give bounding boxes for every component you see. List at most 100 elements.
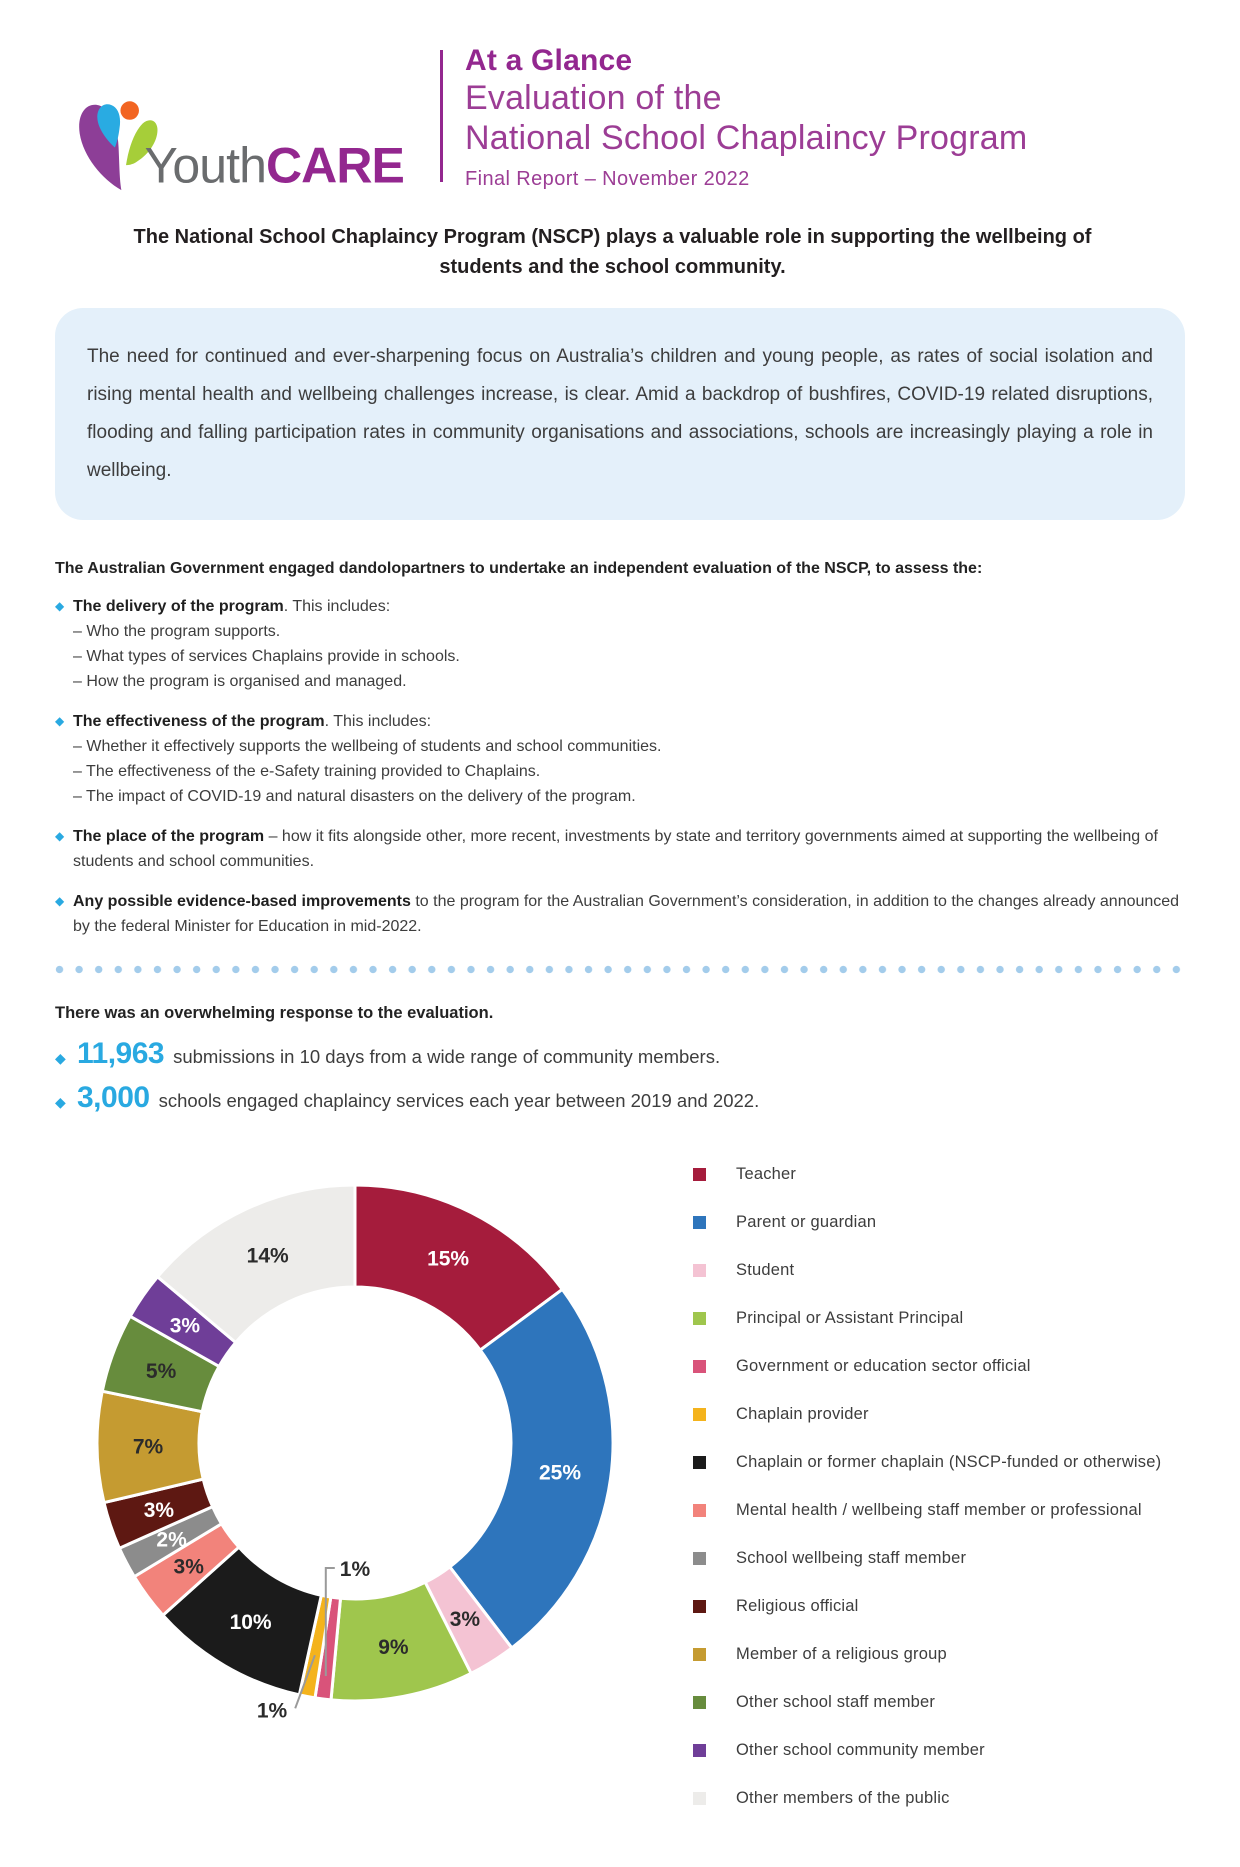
legend-swatch <box>693 1456 706 1469</box>
slice-percent-label: 25% <box>539 1461 581 1484</box>
slice-percent-label: 3% <box>144 1499 175 1522</box>
stat-value: 11,963 <box>77 1037 165 1070</box>
logo-petal-green <box>126 120 158 166</box>
stats-list: ◆ 11,963 submissions in 10 days from a wid… <box>40 1037 1185 1115</box>
bullet-item: ◆ The place of the program – how it fits … <box>55 824 1185 874</box>
legend-item: Other members of the public <box>693 1789 1161 1808</box>
legend-label: Other members of the public <box>736 1789 950 1807</box>
legend-label: Parent or guardian <box>736 1213 877 1231</box>
legend-swatch <box>693 1408 706 1421</box>
bullet-text: The place of the program – how it fits a… <box>73 828 1158 870</box>
legend-label: Student <box>736 1261 795 1279</box>
donut-slice <box>155 1183 357 1345</box>
legend-item: Other school staff member <box>693 1693 1161 1712</box>
bullet-text: Any possible evidence-based improvements… <box>73 893 1180 935</box>
callout-line <box>294 1654 316 1709</box>
legend-label: Other school community member <box>736 1741 985 1759</box>
donut-chart: 15% 25% 3% 9% 10% 3% 2% 3% 7% 5% 3% 14% 1% 1% <box>95 1183 615 1722</box>
legend-item: Other school community member <box>693 1741 1161 1760</box>
slice-percent-label: 7% <box>133 1436 164 1459</box>
legend-label: Teacher <box>736 1165 797 1183</box>
donut-wrap: 15% 25% 3% 9% 10% 3% 2% 3% 7% 5% 3% 14% 1% 1% <box>45 1143 665 1837</box>
legend-swatch <box>693 1312 706 1325</box>
legend-swatch <box>693 1504 706 1517</box>
stat-row: ◆ 3,000 schools engaged chaplaincy service… <box>55 1081 1185 1115</box>
youthcare-logo-mark <box>79 101 158 191</box>
slice-percent-label: 10% <box>230 1611 272 1634</box>
slice-percent-label: 3% <box>174 1556 205 1579</box>
legend-swatch <box>693 1360 706 1373</box>
logo-dot-orange <box>120 101 139 120</box>
slice-percent-label: 1% <box>257 1699 288 1722</box>
sub-bullet: – What types of services Chaplains provi… <box>73 648 460 665</box>
legend-item: Mental health / wellbeing staff member o… <box>693 1501 1161 1520</box>
slice-percent-label: 1% <box>340 1558 371 1581</box>
diamond-bullet-icon: ◆ <box>55 599 65 613</box>
legend-label: School wellbeing staff member <box>736 1549 967 1567</box>
callout-line <box>324 1567 335 1676</box>
slice-percent-label: 5% <box>146 1360 177 1383</box>
sub-bullet: – The effectiveness of the e-Safety trai… <box>73 763 541 780</box>
slice-percent-label: 9% <box>378 1636 409 1659</box>
title-line-2: National School Chaplaincy Program <box>465 119 1028 157</box>
legend-label: Chaplain provider <box>736 1405 869 1423</box>
title-block: At a Glance Evaluation of the National S… <box>465 42 1027 191</box>
assessment-bullet-list: ◆ The delivery of the program. This inclu… <box>55 594 1185 939</box>
legend-swatch <box>693 1696 706 1709</box>
legend-label: Other school staff member <box>736 1693 936 1711</box>
stat-text: schools engaged chaplaincy services each… <box>158 1090 760 1111</box>
legend-swatch <box>693 1216 706 1229</box>
assessment-heading: The Australian Government engaged dandol… <box>55 560 983 577</box>
legend-label: Government or education sector official <box>736 1357 1031 1375</box>
logo-petal-blue <box>97 104 121 148</box>
bullet-item: ◆ The delivery of the program. This inclu… <box>55 594 1185 694</box>
legend-item: Chaplain or former chaplain (NSCP-funded… <box>693 1453 1161 1472</box>
legend-label: Chaplain or former chaplain (NSCP-funded… <box>736 1453 1162 1471</box>
legend-label: Religious official <box>736 1597 859 1615</box>
chart-legend: Teacher Parent or guardian Student Principa… <box>693 1143 1161 1837</box>
report-subtitle: Final Report – November 2022 <box>465 168 750 190</box>
sub-bullet: – How the program is organised and manag… <box>73 673 407 690</box>
youthcare-logo: YouthCARE <box>79 101 405 192</box>
diamond-bullet-icon: ◆ <box>55 829 65 843</box>
bullet-text: The delivery of the program. This includ… <box>73 594 460 694</box>
bullet-text: The effectiveness of the program. This i… <box>73 709 661 809</box>
legend-swatch <box>693 1648 706 1661</box>
legend-swatch <box>693 1264 706 1277</box>
headline: The National School Chaplaincy Program (… <box>133 226 1092 278</box>
slice-percent-label: 3% <box>170 1314 201 1337</box>
header: YouthCARE At a Glance Evaluation of the … <box>40 42 1185 192</box>
diamond-bullet-icon: ◆ <box>55 1050 66 1066</box>
legend-item: Government or education sector official <box>693 1357 1161 1376</box>
legend-item: Chaplain provider <box>693 1405 1161 1424</box>
donut-slice <box>447 1287 615 1651</box>
legend-item: Member of a religious group <box>693 1645 1161 1664</box>
legend-label: Principal or Assistant Principal <box>736 1309 964 1327</box>
dotted-divider <box>55 965 1185 974</box>
stat-value: 3,000 <box>77 1081 150 1114</box>
slice-percent-label: 2% <box>156 1528 187 1551</box>
slice-percent-label: 15% <box>427 1247 469 1270</box>
legend-item: Parent or guardian <box>693 1213 1161 1232</box>
legend-item: School wellbeing staff member <box>693 1549 1161 1568</box>
legend-item: Student <box>693 1261 1161 1280</box>
diamond-bullet-icon: ◆ <box>55 1094 66 1110</box>
legend-swatch <box>693 1168 706 1181</box>
legend-label: Mental health / wellbeing staff member o… <box>736 1501 1142 1519</box>
legend-swatch <box>693 1792 706 1805</box>
stat-row: ◆ 11,963 submissions in 10 days from a wid… <box>55 1037 1185 1071</box>
response-heading: There was an overwhelming response to th… <box>55 1004 494 1022</box>
chart-section: 15% 25% 3% 9% 10% 3% 2% 3% 7% 5% 3% 14% 1% 1% Teacher… <box>45 1143 1185 1837</box>
diamond-bullet-icon: ◆ <box>55 894 65 908</box>
bullet-item: ◆ Any possible evidence-based improvement… <box>55 889 1185 939</box>
bullet-item: ◆ The effectiveness of the program. This … <box>55 709 1185 809</box>
kicker: At a Glance <box>465 44 633 77</box>
legend-swatch <box>693 1744 706 1757</box>
diamond-bullet-icon: ◆ <box>55 714 65 728</box>
title-line-1: Evaluation of the <box>465 79 722 117</box>
title-divider <box>440 50 443 182</box>
legend-swatch <box>693 1600 706 1613</box>
stat-text: submissions in 10 days from a wide range… <box>173 1046 721 1067</box>
intro-box-text: The need for continued and ever-sharpeni… <box>87 346 1153 481</box>
